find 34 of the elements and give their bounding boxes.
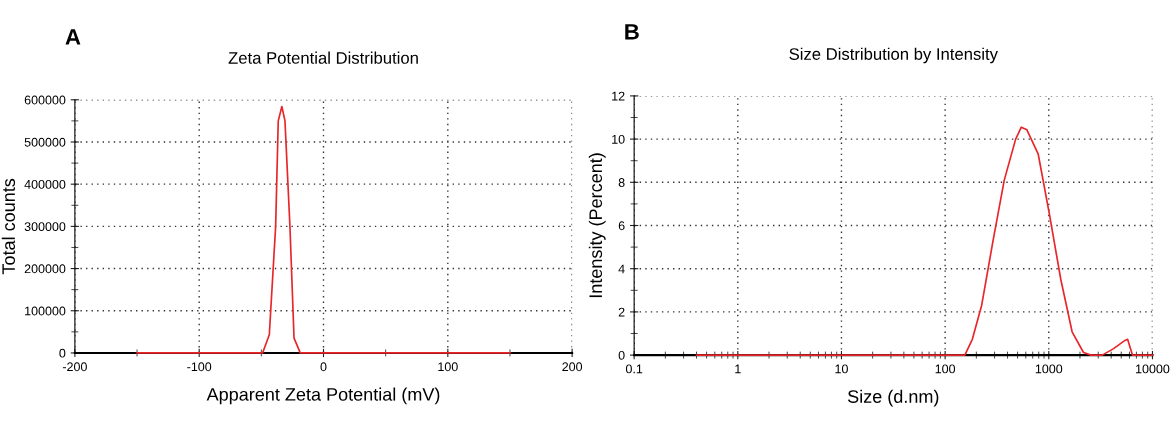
- y-tick-label: 0: [59, 348, 66, 358]
- y-tick-label: 4: [618, 264, 625, 274]
- x-tick-label: 10: [835, 364, 848, 374]
- y-tick-label: 6: [618, 221, 625, 231]
- text: B: [625, 24, 639, 40]
- chart-title: Zeta Potential Distribution: [228, 51, 418, 64]
- y-axis-title: Total counts: [1, 178, 16, 275]
- x-tick-label: 10000: [1136, 364, 1170, 374]
- x-tick-label: 100: [438, 362, 458, 372]
- y-tick-label: 0: [618, 350, 625, 360]
- chart-title: Size Distribution by Intensity: [789, 47, 998, 64]
- y-tick-label: 300000: [24, 222, 66, 232]
- x-tick-label: 1: [735, 364, 741, 374]
- x-tick-label: 200: [562, 362, 583, 372]
- x-tick-label: 0: [320, 362, 327, 372]
- x-tick-label: -100: [187, 362, 212, 372]
- y-tick-label: 500000: [24, 137, 66, 147]
- y-tick-label: 400000: [24, 179, 66, 189]
- x-axis-title: Apparent Zeta Potential (mV): [206, 387, 440, 405]
- y-tick-label: 12: [612, 91, 625, 101]
- x-tick-label: -200: [62, 362, 87, 372]
- y-tick-label: 100000: [25, 306, 66, 316]
- y-tick-label: 2: [618, 307, 625, 317]
- x-tick-label: 100: [935, 364, 956, 374]
- y-tick-label: 600000: [24, 95, 66, 105]
- x-tick-label: 1000: [1035, 364, 1063, 374]
- y-tick-label: 200000: [24, 264, 66, 274]
- x-axis-title: Size (d.nm): [847, 389, 939, 407]
- y-axis-title: Intensity (Percent): [588, 153, 606, 298]
- y-tick-label: 8: [618, 178, 625, 187]
- y-tick-label: 10: [612, 134, 625, 144]
- line-series: [136, 105, 511, 354]
- x-tick-label: 0.1: [625, 364, 643, 374]
- text: A: [65, 29, 81, 45]
